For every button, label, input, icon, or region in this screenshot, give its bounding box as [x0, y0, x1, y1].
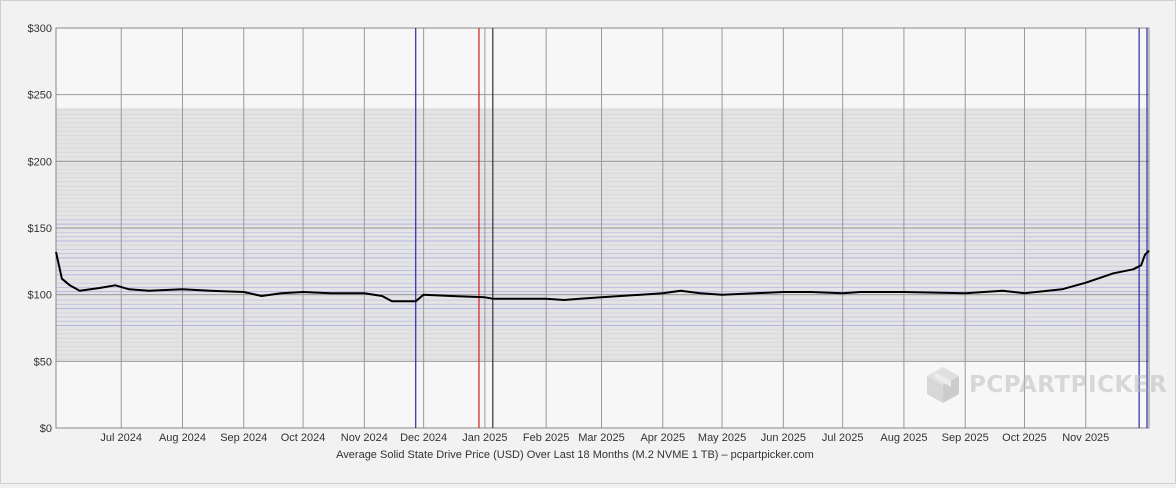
x-tick-label: Feb 2025 — [523, 432, 569, 444]
y-tick-label: $50 — [34, 356, 52, 368]
x-tick-label: Aug 2025 — [880, 432, 927, 444]
y-axis-ticks: $0 $50 $100 $150 $200 $250 $300 — [28, 23, 52, 435]
x-tick-label: Jul 2024 — [100, 432, 142, 444]
x-axis-label: Average Solid State Drive Price (USD) Ov… — [336, 449, 814, 461]
price-band-area — [56, 108, 1149, 362]
grid-lines — [55, 27, 1150, 429]
x-tick-label: Aug 2024 — [159, 432, 206, 444]
y-tick-label: $100 — [28, 290, 52, 302]
plot-border — [55, 27, 1150, 429]
x-tick-label: Mar 2025 — [578, 432, 624, 444]
x-tick-label: Jul 2025 — [822, 432, 864, 444]
y-tick-label: $150 — [28, 223, 52, 235]
average-price-line — [55, 249, 1150, 303]
series-line — [55, 249, 1150, 303]
y-tick-label: $250 — [28, 90, 52, 102]
x-tick-label: Jan 2025 — [462, 432, 507, 444]
x-tick-label: Nov 2025 — [1062, 432, 1109, 444]
y-tick-label: $300 — [28, 23, 52, 35]
x-tick-label: Oct 2025 — [1002, 432, 1047, 444]
x-tick-label: Apr 2025 — [640, 432, 685, 444]
x-tick-label: Nov 2024 — [341, 432, 388, 444]
x-tick-label: May 2025 — [698, 432, 746, 444]
price-range-band — [56, 108, 1149, 362]
watermark-text: PCPARTPICKER — [969, 372, 1168, 398]
x-tick-label: Dec 2024 — [400, 432, 447, 444]
box-cube-icon — [927, 367, 959, 403]
x-tick-label: Sep 2024 — [220, 432, 267, 444]
y-tick-label: $200 — [28, 156, 52, 168]
y-tick-label: $0 — [40, 423, 52, 435]
x-tick-label: Oct 2024 — [281, 432, 326, 444]
marker-lines — [415, 28, 1148, 428]
x-tick-label: Sep 2025 — [942, 432, 989, 444]
x-axis-ticks: Jul 2024 Aug 2024 Sep 2024 Oct 2024 Nov 2024… — [100, 432, 1109, 444]
x-tick-label: Jun 2025 — [761, 432, 806, 444]
watermark: PCPARTPICKER — [925, 365, 1167, 405]
